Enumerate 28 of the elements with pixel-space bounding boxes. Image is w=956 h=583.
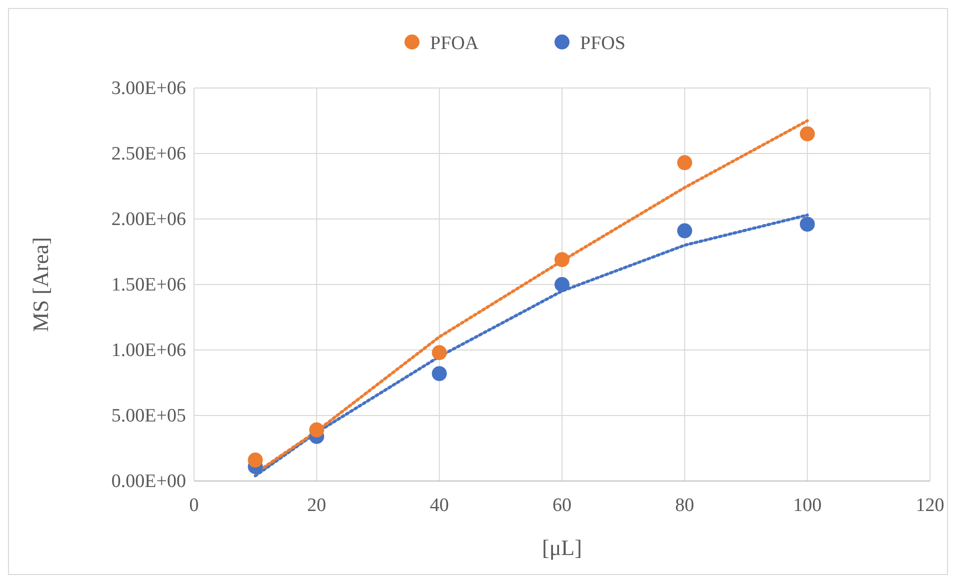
point — [432, 366, 447, 382]
point — [800, 126, 815, 142]
y-tick-label: 1.00E+06 — [111, 340, 186, 361]
point — [248, 452, 263, 468]
y-tick-label: 0.00E+00 — [111, 471, 186, 492]
y-tick-label: 5.00E+05 — [111, 406, 186, 426]
point — [677, 155, 692, 170]
legend-label: PFOS — [580, 33, 626, 54]
x-tick-label: 80 — [675, 495, 694, 516]
point — [554, 252, 570, 268]
x-tick-label: 120 — [916, 495, 944, 516]
point — [677, 223, 692, 238]
point — [432, 345, 447, 360]
x-tick-label: 100 — [793, 495, 822, 516]
y-tick-label: 3.00E+06 — [111, 78, 186, 99]
y-tick-label: 2.50E+06 — [111, 144, 186, 164]
x-tick-label: 40 — [430, 495, 449, 516]
point — [800, 216, 815, 232]
point — [309, 422, 324, 438]
y-tick-label: 1.50E+06 — [111, 274, 186, 296]
x-tick-label: 20 — [307, 495, 326, 516]
y-axis-title: MS [Area] — [28, 237, 53, 332]
legend-label: PFOA — [430, 33, 479, 54]
x-tick-label: 60 — [552, 495, 572, 516]
x-axis-title: [μL] — [542, 535, 582, 560]
y-tick-label: 2.00E+06 — [111, 209, 186, 230]
point — [554, 277, 570, 292]
x-tick-label: 0 — [189, 495, 199, 516]
